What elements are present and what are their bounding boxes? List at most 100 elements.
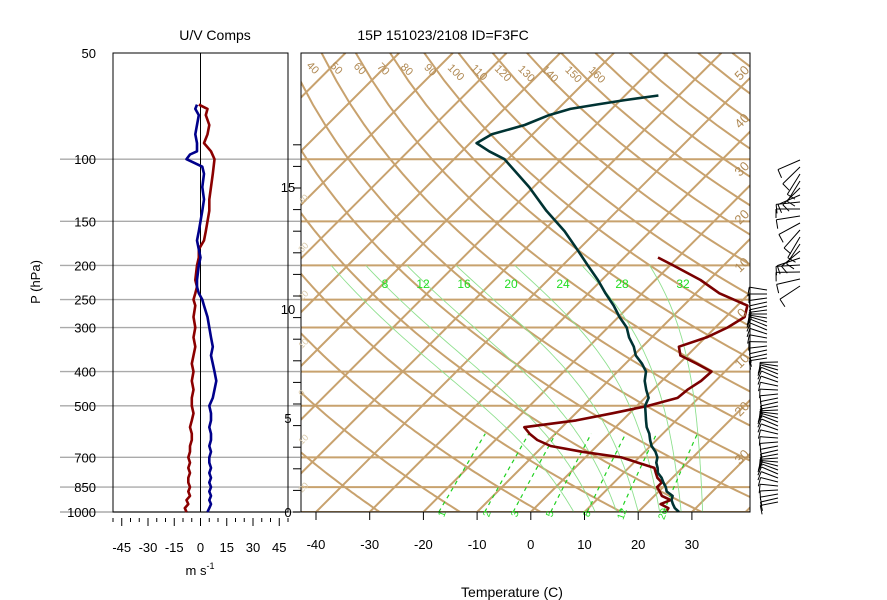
wind-barb xyxy=(760,497,779,503)
isotherm xyxy=(0,53,131,512)
wind-barb xyxy=(760,459,779,463)
wind-barb-flag xyxy=(746,316,751,326)
wind-barb xyxy=(760,429,779,435)
wind-barb xyxy=(750,318,768,327)
uv-x-axis-unit-exponent: -1 xyxy=(206,561,214,571)
isotherm xyxy=(301,53,347,99)
uv-y-tick-label: 700 xyxy=(74,450,96,465)
wind-barb-flag xyxy=(758,382,761,392)
isotherm-label: 60 xyxy=(351,60,368,77)
wind-barb xyxy=(760,423,779,431)
isotherm xyxy=(799,53,887,512)
wind-barb xyxy=(776,264,801,267)
wind-barb-flag xyxy=(757,375,762,385)
mixing-ratio-label: 5 xyxy=(545,509,557,518)
wind-barb xyxy=(760,493,779,498)
isotherm xyxy=(301,53,454,207)
height-tick-label: 15 xyxy=(281,180,295,195)
wind-barb xyxy=(760,393,779,397)
mixing-ratio-label: 12 xyxy=(616,507,630,522)
uv-x-ticks: -45 -30 -15 0 15 30 45 xyxy=(112,518,289,555)
wind-barb-flag xyxy=(782,183,790,191)
isotherm-label: 130 xyxy=(515,63,536,84)
uv-y-tick-label: 300 xyxy=(74,321,96,336)
uv-x-tick-label: -30 xyxy=(139,540,158,555)
isotherm-label: 140 xyxy=(539,64,560,85)
moist-adiabat-label: 24 xyxy=(556,277,570,291)
wind-barb-flag xyxy=(757,367,762,376)
wind-barb xyxy=(760,405,779,410)
wind-barb xyxy=(760,457,779,460)
wind-barb xyxy=(749,353,768,359)
isotherm xyxy=(301,53,561,314)
mixing-ratio-label: 1 xyxy=(437,509,449,518)
skewt-x-tick-label: -30 xyxy=(360,537,379,552)
wind-barb xyxy=(760,363,779,367)
wind-barb-flag xyxy=(759,453,763,463)
uv-x-axis-unit: m s xyxy=(186,563,207,578)
wind-barb-flag xyxy=(777,169,783,178)
height-tick-label: 10 xyxy=(281,302,295,317)
mixing-ratio-line xyxy=(550,433,592,512)
moist-adiabat xyxy=(406,265,618,512)
wind-barb xyxy=(759,409,779,412)
uv-x-tick-label: 30 xyxy=(246,540,260,555)
wind-barb xyxy=(750,322,768,331)
left-faint-label: 10 xyxy=(296,432,310,446)
wind-barb-flag xyxy=(757,364,762,374)
skewt-x-tick-label: 10 xyxy=(577,537,591,552)
dry-adiabat xyxy=(301,148,750,499)
mixing-ratio-label: 2 xyxy=(482,509,494,518)
isotherm-label: 120 xyxy=(492,63,513,84)
wind-barb-flag xyxy=(759,501,763,511)
uv-x-tick-label: -45 xyxy=(112,540,131,555)
isotherm-label: 160 xyxy=(586,64,607,85)
wind-barb xyxy=(761,418,779,427)
wind-barb xyxy=(760,463,779,471)
mixing-ratio-line xyxy=(586,433,627,512)
uv-series-line xyxy=(185,104,218,513)
dry-adiabat xyxy=(423,53,750,328)
wind-barb xyxy=(777,194,801,205)
wind-barb-flag xyxy=(758,484,761,494)
isotherm xyxy=(530,291,750,512)
wind-barb-flag xyxy=(787,200,796,207)
mixing-ratio-line xyxy=(619,433,658,512)
isotherm-label: 90 xyxy=(421,62,438,79)
dry-adiabat xyxy=(354,53,750,393)
uv-y-tick-label: 50 xyxy=(82,46,96,61)
wind-barb xyxy=(760,364,779,371)
sounding-trace xyxy=(475,94,680,512)
wind-barb xyxy=(760,489,779,492)
left-faint-label: 0 xyxy=(296,388,307,399)
wind-barb xyxy=(760,436,779,439)
moist-adiabat xyxy=(330,265,575,512)
wind-barb-flag xyxy=(757,413,762,423)
mixing-ratio-labels: 1 2 3 5 8 12 20 xyxy=(437,507,671,522)
uv-y-tick-label: 400 xyxy=(74,365,96,380)
wind-barb xyxy=(760,471,779,479)
isotherm xyxy=(301,53,615,368)
wind-barb xyxy=(782,187,801,206)
wind-barb xyxy=(760,381,779,387)
uv-x-tick-label: 0 xyxy=(197,540,204,555)
wind-barb xyxy=(760,401,779,407)
isotherm-label: 100 xyxy=(445,62,466,83)
wind-barb-flag xyxy=(786,263,795,270)
wind-barb xyxy=(760,453,779,458)
uv-y-tick-label: 250 xyxy=(74,293,96,308)
wind-barb-flag xyxy=(747,287,750,297)
wind-barb-flag xyxy=(757,423,762,433)
skewt-plot-area xyxy=(0,53,887,512)
uv-y-axis-label: P (hPa) xyxy=(28,260,43,304)
moist-adiabat xyxy=(649,265,704,512)
wind-barb-flag xyxy=(757,463,762,473)
wind-barb xyxy=(761,466,779,475)
uv-y-tick-label: 200 xyxy=(74,258,96,273)
skewt-x-axis-label: Temperature (C) xyxy=(461,584,563,600)
wind-barb xyxy=(760,483,779,487)
dry-adiabat xyxy=(301,80,750,462)
